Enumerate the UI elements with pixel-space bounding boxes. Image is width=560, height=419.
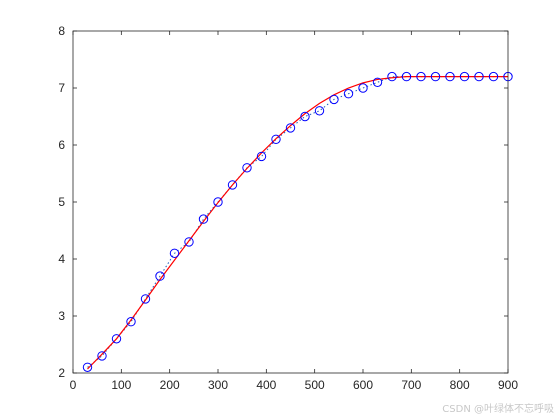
y-tick-label: 3	[58, 309, 65, 323]
scatter-point	[155, 271, 165, 281]
scatter-point	[358, 83, 368, 93]
scatter-point	[314, 106, 325, 116]
scatter-point	[372, 77, 383, 88]
y-tick-label: 5	[58, 195, 65, 209]
y-tick-label: 8	[58, 24, 65, 38]
plot-area	[73, 31, 508, 373]
scatter-point	[97, 351, 107, 361]
x-tick-label: 700	[401, 378, 421, 392]
scatter-point	[387, 71, 397, 82]
scatter-point	[430, 71, 441, 82]
x-tick-label: 800	[450, 378, 470, 392]
scatter-point	[198, 214, 209, 224]
scatter-point	[416, 71, 426, 82]
scatter-point	[474, 71, 484, 82]
y-tick-label: 7	[58, 81, 65, 95]
y-tick-label: 4	[58, 252, 65, 266]
series-red-fit-line	[87, 75, 508, 370]
scatter-point	[242, 163, 252, 173]
scatter-point	[271, 134, 281, 145]
ticks-layer: 0 100 200 300 400 500 600 700 800 900 2 3 4 5 6 7 8	[58, 24, 518, 392]
scatter-point	[488, 71, 499, 82]
x-tick-label: 0	[70, 378, 77, 392]
scatter-point	[82, 362, 93, 372]
scatter-point	[401, 71, 412, 82]
scatter-point	[300, 111, 310, 122]
x-tick-label: 400	[256, 378, 276, 392]
scatter-point	[140, 294, 151, 304]
x-tick-label: 300	[208, 378, 228, 392]
scatter-point	[184, 237, 194, 247]
scatter-point	[227, 180, 238, 190]
scatter-point	[343, 89, 354, 99]
x-tick-label: 200	[160, 378, 180, 392]
scatter-point	[445, 71, 455, 82]
watermark-text: CSDN @叶绿体不忘呼吸	[442, 404, 554, 415]
x-tick-label: 100	[111, 378, 131, 392]
scatter-point	[459, 71, 470, 82]
x-tick-label: 500	[305, 378, 325, 392]
x-tick-label: 900	[498, 378, 518, 392]
scatter-point	[213, 197, 223, 207]
scatter-point	[126, 317, 136, 327]
scatter-point	[256, 151, 267, 162]
scatter-point	[285, 123, 296, 133]
scatter-point	[329, 94, 339, 105]
y-tick-label: 6	[58, 138, 65, 152]
series-layer	[82, 71, 513, 372]
x-tick-label: 600	[353, 378, 373, 392]
scatter-point	[111, 334, 122, 344]
scatter-point	[169, 248, 180, 259]
y-tick-label: 2	[58, 366, 65, 380]
